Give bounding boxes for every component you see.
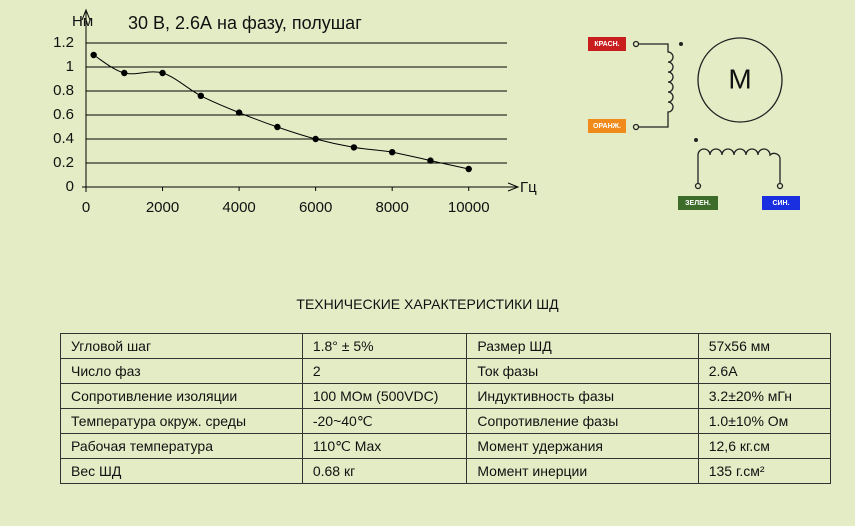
point (274, 123, 281, 131)
y-tick-label: 0.2 (53, 154, 74, 171)
cell: Ток фазы (466, 358, 699, 384)
y-axis-label: Нм (72, 13, 93, 30)
y-arrow (81, 8, 91, 21)
point (90, 51, 97, 59)
cell: Сопротивление фазы (466, 408, 699, 434)
x-tick-label: 0 (82, 199, 90, 216)
motor-label: M (728, 63, 751, 94)
wire-box (762, 196, 800, 210)
y-tick-label: 0 (66, 178, 74, 195)
point (197, 92, 205, 100)
chart-title: 30 В, 2.6А на фазу, полушаг (128, 13, 362, 33)
cell: 1.0±10% Ом (697, 408, 832, 434)
cell: 100 MОм (500VDC) (301, 383, 468, 409)
cell: Рабочая температура (60, 433, 303, 459)
row: Сопротивление изоляции 100 MОм (500VDC) Ин… (60, 383, 832, 409)
x-tick-label: 4000 (222, 199, 255, 216)
x-tick-label: 6000 (299, 199, 332, 216)
spec-table: Угловой шаг 1.8° ± 5% Размер ШД 57x56 мм Чис… (60, 333, 832, 484)
row: Рабочая температура 110℃ Max Момент удержа… (60, 433, 832, 459)
wiring (632, 37, 784, 190)
cell: Момент инерции (466, 458, 699, 484)
point (388, 149, 396, 156)
chart: 30 В, 2.6А на фазу, полушаг Нм Гц M КРАС… (53, 8, 800, 216)
table-title: ТЕХНИЧЕСКИЕ ХАРАКТЕРИСТИКИ ШД (296, 296, 559, 312)
cell: Температура окруж. среды (60, 408, 303, 434)
cell: 3.2±20% мГн (697, 383, 832, 409)
cell: Сопротивление изоляции (60, 383, 303, 409)
dot (679, 42, 683, 46)
wire-label: ЗЕЛЕН. (685, 200, 711, 207)
wire-box (588, 119, 626, 133)
cell: 12,6 кг.см (697, 433, 832, 459)
point (312, 135, 319, 143)
wire-box (588, 37, 626, 51)
point (235, 109, 243, 116)
cell: Момент удержания (466, 433, 699, 459)
y-tick-label: 0.6 (53, 106, 74, 123)
y-tick-label: 0.4 (53, 130, 74, 147)
point (427, 157, 434, 164)
cell: 135 г.см² (697, 458, 832, 484)
x-tick-label: 8000 (375, 199, 408, 216)
cell: Размер ШД (466, 333, 699, 359)
wire-label: ОРАНЖ. (593, 123, 621, 130)
dot (694, 138, 698, 142)
wire-label: СИН. (772, 200, 789, 207)
row: Вес ШД 0.68 кг Момент инерции 135 г.см² (60, 458, 832, 484)
cell: -20~40℃ (301, 408, 468, 434)
cell: 110℃ Max (301, 433, 468, 459)
cell: 0.68 кг (301, 458, 468, 484)
torque-line (93, 54, 469, 170)
cell: Число фаз (60, 358, 303, 384)
cell: Угловой шаг (60, 333, 303, 359)
cell: Вес ШД (60, 458, 303, 484)
cell: 1.8° ± 5% (301, 333, 468, 359)
y-tick-label: 1.2 (53, 34, 74, 51)
x-arrow (507, 182, 520, 192)
point (465, 165, 472, 173)
x-axis-label: Гц (520, 179, 537, 196)
x-tick-label: 10000 (448, 199, 490, 216)
point (159, 69, 166, 77)
x-tick-label: 2000 (146, 199, 179, 216)
cell: Индуктивность фазы (466, 383, 699, 409)
wire-box (678, 196, 718, 210)
row: Температура окруж. среды -20~40℃ Сопротивл… (60, 408, 832, 434)
row: Угловой шаг 1.8° ± 5% Размер ШД 57x56 мм (60, 333, 832, 359)
row: Число фаз 2 Ток фазы 2.6A (60, 358, 832, 384)
y-tick-label: 0.8 (53, 82, 74, 99)
cell: 57x56 мм (697, 333, 832, 359)
y-tick-label: 1 (66, 58, 74, 75)
cell: 2 (301, 358, 468, 384)
cell: 2.6A (697, 358, 832, 384)
point (350, 144, 358, 151)
wire-label: КРАСН. (594, 41, 619, 48)
point (121, 69, 128, 77)
